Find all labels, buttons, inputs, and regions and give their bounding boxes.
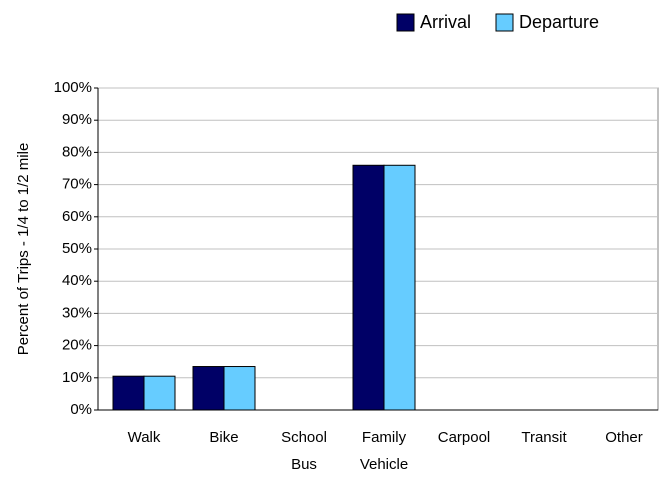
legend-swatch <box>396 13 415 32</box>
bar <box>352 164 385 411</box>
bar <box>223 366 256 411</box>
x-tick-label: Bike <box>209 429 238 446</box>
y-tick-label: 90% <box>62 111 92 128</box>
x-tick-label: Carpool <box>438 429 491 446</box>
x-tick-label: Walk <box>128 429 161 446</box>
x-tick-label: Family Vehicle <box>360 429 408 473</box>
y-tick-label: 60% <box>62 208 92 225</box>
legend-label: Departure <box>519 12 599 32</box>
bar <box>112 375 145 411</box>
bar <box>383 164 416 411</box>
legend-label: Arrival <box>420 12 471 32</box>
x-tick-label: Other <box>605 429 643 446</box>
y-tick-label: 100% <box>54 79 92 96</box>
y-tick-label: 40% <box>62 272 92 289</box>
y-tick-label: 30% <box>62 304 92 321</box>
y-tick-label: 20% <box>62 337 92 354</box>
y-axis-label: Percent of Trips - 1/4 to 1/2 mile <box>15 143 32 356</box>
y-tick-label: 70% <box>62 176 92 193</box>
y-tick-label: 10% <box>62 369 92 386</box>
x-tick-label: School Bus <box>281 429 327 473</box>
legend-swatch <box>495 13 514 32</box>
y-tick-label: 50% <box>62 240 92 257</box>
bar <box>192 366 225 411</box>
y-tick-label: 0% <box>70 401 92 418</box>
bar <box>143 375 176 411</box>
x-tick-label: Transit <box>521 429 567 446</box>
y-tick-label: 80% <box>62 143 92 160</box>
